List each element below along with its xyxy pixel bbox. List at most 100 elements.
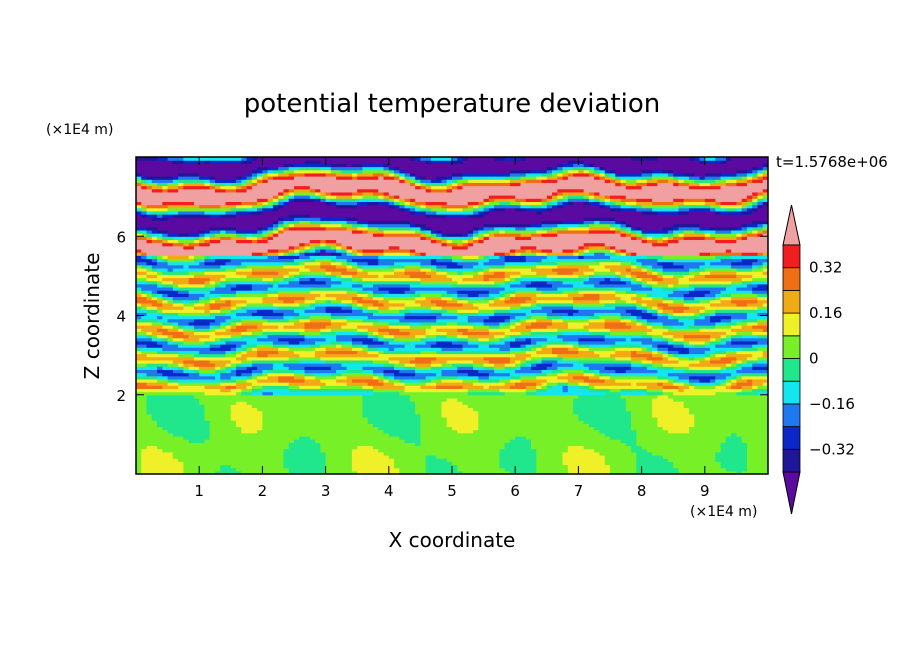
contour-cell <box>199 252 206 256</box>
contour-cell <box>336 401 342 405</box>
contour-cell <box>172 191 179 196</box>
contour-cell <box>272 451 279 456</box>
contour-cell <box>267 394 274 399</box>
contour-cell <box>288 416 295 421</box>
contour-cell <box>183 283 190 288</box>
contour-cell <box>241 293 248 298</box>
contour-cell <box>141 461 148 466</box>
contour-cell <box>336 255 342 260</box>
contour-cell <box>346 239 353 244</box>
contour-cell <box>357 337 364 342</box>
contour-cell <box>262 245 269 250</box>
contour-cell <box>351 191 358 196</box>
contour-cell <box>362 461 369 466</box>
contour-cell <box>157 185 163 190</box>
contour-cell <box>167 432 174 437</box>
contour-cell <box>351 315 358 320</box>
contour-cell <box>272 296 279 301</box>
contour-cell <box>193 356 200 361</box>
contour-cell <box>330 277 337 282</box>
contour-cell <box>325 229 332 234</box>
contour-cell <box>220 372 227 377</box>
contour-cell <box>141 378 148 383</box>
contour-cell <box>336 375 342 380</box>
contour-cell <box>178 347 184 351</box>
contour-cell <box>251 261 258 266</box>
contour-cell <box>167 388 174 393</box>
contour-cell <box>336 397 342 402</box>
contour-cell <box>204 315 211 320</box>
contour-cell <box>146 337 153 342</box>
contour-cell <box>294 394 300 399</box>
contour-cell <box>188 347 195 351</box>
contour-cell <box>320 198 327 202</box>
contour-cell <box>157 245 163 250</box>
contour-cell <box>341 223 348 228</box>
contour-cell <box>204 404 211 409</box>
contour-cell <box>315 233 321 237</box>
contour-cell <box>136 267 142 272</box>
contour-cell <box>199 248 206 253</box>
contour-cell <box>299 451 306 456</box>
contour-cell <box>193 210 200 215</box>
contour-cell <box>336 277 342 282</box>
contour-cell <box>341 372 348 377</box>
contour-cell <box>162 255 169 260</box>
contour-cell <box>267 217 274 221</box>
contour-cell <box>283 442 290 447</box>
contour-cell <box>241 359 248 364</box>
contour-cell <box>262 290 269 294</box>
contour-cell <box>262 302 269 307</box>
contour-cell <box>141 401 148 405</box>
contour-cell <box>167 350 174 355</box>
contour-cell <box>167 353 174 358</box>
contour-cell <box>146 458 153 462</box>
contour-cell <box>246 401 253 405</box>
contour-cell <box>299 407 306 412</box>
contour-cell <box>330 305 337 310</box>
contour-cell <box>199 217 206 221</box>
contour-cell <box>309 261 316 266</box>
contour-cell <box>272 239 279 244</box>
contour-cell <box>357 347 364 351</box>
contour-cell <box>362 337 369 342</box>
contour-cell <box>151 195 158 199</box>
contour-cell <box>262 296 269 301</box>
contour-cell <box>215 372 221 377</box>
contour-cell <box>299 286 306 291</box>
contour-cell <box>304 286 311 291</box>
contour-cell <box>336 195 342 199</box>
contour-cell <box>246 464 253 469</box>
contour-cell <box>136 340 142 345</box>
contour-cell <box>341 448 348 453</box>
contour-cell <box>157 286 163 291</box>
contour-cell <box>267 318 274 323</box>
contour-cell <box>241 353 248 358</box>
contour-cell <box>262 264 269 269</box>
contour-cell <box>278 264 285 269</box>
contour-cell <box>325 198 332 202</box>
contour-cell <box>193 423 200 428</box>
contour-cell <box>209 312 216 317</box>
contour-cell <box>151 217 158 221</box>
contour-cell <box>309 277 316 282</box>
contour-cell <box>193 366 200 370</box>
contour-cell <box>325 334 332 339</box>
contour-cell <box>267 207 274 212</box>
contour-cell <box>257 318 263 323</box>
contour-cell <box>341 366 348 370</box>
contour-cell <box>346 464 353 469</box>
contour-cell <box>220 188 227 193</box>
contour-cell <box>141 157 148 161</box>
contour-cell <box>188 378 195 383</box>
contour-cell <box>241 464 248 469</box>
contour-cell <box>294 426 300 431</box>
contour-cell <box>151 467 158 472</box>
contour-cell <box>141 172 148 177</box>
contour-cell <box>241 350 248 355</box>
contour-cell <box>241 210 248 215</box>
contour-cell <box>351 385 358 390</box>
contour-cell <box>157 280 163 285</box>
contour-cell <box>178 277 184 282</box>
contour-cell <box>362 305 369 310</box>
